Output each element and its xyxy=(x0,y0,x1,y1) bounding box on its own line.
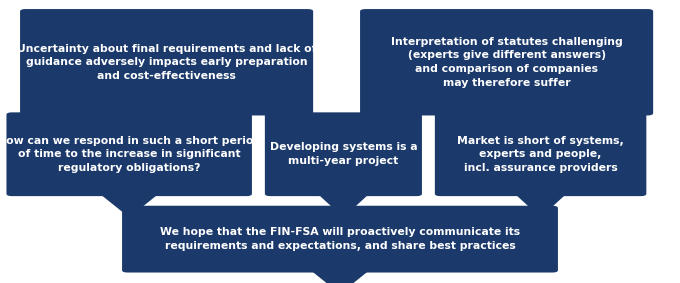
FancyBboxPatch shape xyxy=(7,112,252,196)
Text: We hope that the FIN-FSA will proactively communicate its
requirements and expec: We hope that the FIN-FSA will proactivel… xyxy=(160,227,520,251)
FancyBboxPatch shape xyxy=(265,112,422,196)
Polygon shape xyxy=(136,114,197,142)
Text: Market is short of systems,
experts and people,
incl. assurance providers: Market is short of systems, experts and … xyxy=(457,136,624,173)
FancyBboxPatch shape xyxy=(122,206,558,273)
Polygon shape xyxy=(320,195,367,216)
Text: How can we respond in such a short period
of time to the increase in significant: How can we respond in such a short perio… xyxy=(0,136,261,173)
Text: Developing systems is a
multi-year project: Developing systems is a multi-year proje… xyxy=(269,142,418,166)
Text: Uncertainty about final requirements and lack of
guidance adversely impacts earl: Uncertainty about final requirements and… xyxy=(17,44,316,81)
FancyBboxPatch shape xyxy=(360,9,653,115)
FancyBboxPatch shape xyxy=(20,9,313,115)
Polygon shape xyxy=(313,271,367,283)
Polygon shape xyxy=(517,195,564,216)
Text: Interpretation of statutes challenging
(experts give different answers)
and comp: Interpretation of statutes challenging (… xyxy=(391,37,622,88)
FancyBboxPatch shape xyxy=(435,112,646,196)
Polygon shape xyxy=(476,114,537,142)
Polygon shape xyxy=(102,195,156,216)
